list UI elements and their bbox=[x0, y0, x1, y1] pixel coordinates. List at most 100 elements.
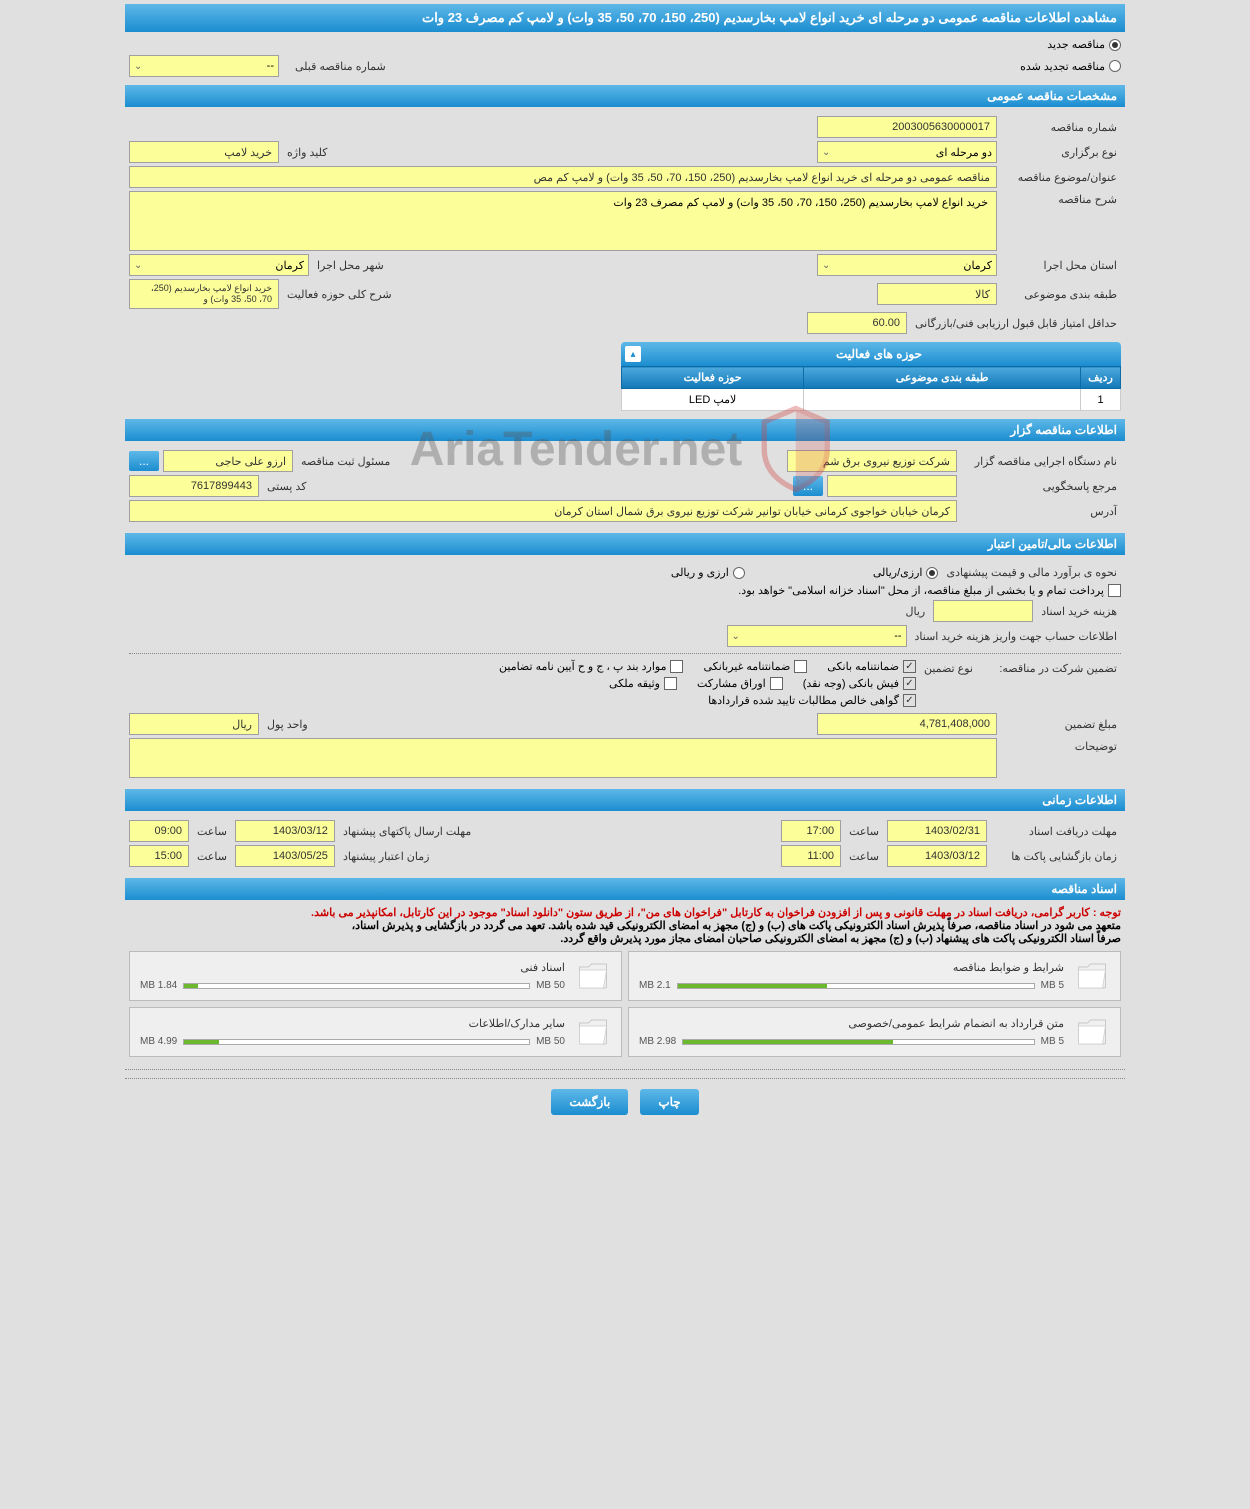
chk-participation[interactable]: اوراق مشارکت bbox=[697, 677, 783, 690]
amount-label: مبلغ تضمین bbox=[1001, 716, 1121, 733]
folder-icon bbox=[575, 1014, 611, 1050]
chk-nonbank-guarantee[interactable]: ضمانتنامه غیربانکی bbox=[703, 660, 807, 673]
postal-label: کد پستی bbox=[263, 478, 310, 495]
time-word: ساعت bbox=[845, 848, 883, 865]
scope-field: خرید انواع لامپ بخارسدیم (250، 70، 50، 3… bbox=[129, 279, 279, 309]
send-time: 09:00 bbox=[129, 820, 189, 842]
validity-time: 15:00 bbox=[129, 845, 189, 867]
doc-max: 50 MB bbox=[536, 980, 565, 991]
resp-field: ارزو علی حاجی bbox=[163, 450, 293, 472]
chevron-down-icon: ⌄ bbox=[822, 260, 830, 271]
doc-title: متن قرارداد به انضمام شرایط عمومی/خصوصی bbox=[639, 1017, 1064, 1030]
checkbox-icon bbox=[770, 677, 783, 690]
tender-no-label: شماره مناقصه bbox=[1001, 119, 1121, 136]
send-label: مهلت ارسال پاکتهای پیشنهاد bbox=[339, 823, 475, 840]
desc-field: خرید انواع لامپ بخارسدیم (250، 150، 70، … bbox=[129, 191, 997, 251]
cell-category bbox=[804, 389, 1081, 411]
radio-forex[interactable]: ارزی و ریالی bbox=[671, 566, 745, 579]
city-select[interactable]: کرمان ⌄ bbox=[129, 254, 309, 276]
prev-tender-select[interactable]: -- ⌄ bbox=[129, 55, 279, 77]
folder-icon bbox=[1074, 958, 1110, 994]
progress-row: 5 MB2.1 MB bbox=[639, 980, 1064, 991]
doc-card[interactable]: متن قرارداد به انضمام شرایط عمومی/خصوصی 5… bbox=[628, 1007, 1121, 1057]
checkbox-icon bbox=[1108, 584, 1121, 597]
category-field: کالا bbox=[877, 283, 997, 305]
account-select[interactable]: -- ⌄ bbox=[727, 625, 907, 647]
print-button[interactable]: چاپ bbox=[640, 1089, 698, 1115]
chk-bank-guarantee[interactable]: ضمانتنامه بانکی bbox=[827, 660, 916, 673]
validity-date: 1403/05/25 bbox=[235, 845, 335, 867]
col-scope: حوزه فعالیت bbox=[622, 367, 804, 389]
treasury-checkbox[interactable]: پرداخت تمام و یا بخشی از مبلغ مناقصه، از… bbox=[738, 584, 1121, 597]
exec-field: شرکت توزیع نیروی برق شم bbox=[787, 450, 957, 472]
doc-max: 5 MB bbox=[1041, 1036, 1064, 1047]
doc-grid: شرایط و ضوابط مناقصه5 MB2.1 MBاسناد فنی5… bbox=[129, 951, 1121, 1057]
radio-new-tender[interactable]: مناقصه جدید bbox=[1047, 38, 1121, 51]
cost-label: هزینه خرید اسناد bbox=[1037, 603, 1121, 620]
radio-icon bbox=[733, 567, 745, 579]
prev-tender-label: شماره مناقصه قبلی bbox=[291, 58, 390, 75]
chevron-down-icon: ⌄ bbox=[134, 61, 142, 72]
radio-icon bbox=[926, 567, 938, 579]
activity-panel-header: حوزه های فعالیت ▴ bbox=[621, 342, 1121, 366]
cell-scope: لامپ LED bbox=[622, 389, 804, 411]
section-documents: اسناد مناقصه bbox=[125, 878, 1125, 900]
type-label: نوع برگزاری bbox=[1001, 144, 1121, 161]
radio-rial[interactable]: ارزی/ریالی bbox=[873, 566, 939, 579]
progress-row: 5 MB2.98 MB bbox=[639, 1036, 1064, 1047]
back-button[interactable]: بازگشت bbox=[551, 1089, 628, 1115]
chk-cases[interactable]: موارد بند پ ، ج و ح آیین نامه تضامین bbox=[499, 660, 683, 673]
subject-label: عنوان/موضوع مناقصه bbox=[1001, 169, 1121, 186]
addr-field: کرمان خیابان خواجوی کرمانی خیابان توانیر… bbox=[129, 500, 957, 522]
min-score-field: 60.00 bbox=[807, 312, 907, 334]
open-date: 1403/03/12 bbox=[887, 845, 987, 867]
cost-field[interactable] bbox=[933, 600, 1033, 622]
checkbox-icon bbox=[670, 660, 683, 673]
folder-icon bbox=[575, 958, 611, 994]
contact-label: مرجع پاسخگویی bbox=[961, 478, 1121, 495]
checkbox-icon bbox=[903, 694, 916, 707]
checkbox-icon bbox=[794, 660, 807, 673]
resp-lookup-button[interactable]: ... bbox=[129, 451, 159, 471]
type-select[interactable]: دو مرحله ای ⌄ bbox=[817, 141, 997, 163]
tender-no-field: 2003005630000017 bbox=[817, 116, 997, 138]
doc-size: 4.99 MB bbox=[140, 1036, 177, 1047]
page-title: مشاهده اطلاعات مناقصه عمومی دو مرحله ای … bbox=[125, 4, 1125, 32]
doc-size: 2.1 MB bbox=[639, 980, 671, 991]
open-time: 11:00 bbox=[781, 845, 841, 867]
checkbox-icon bbox=[903, 660, 916, 673]
chk-property[interactable]: وثیقه ملکی bbox=[609, 677, 677, 690]
prev-tender-value: -- bbox=[267, 60, 274, 72]
doc-title: اسناد فنی bbox=[140, 961, 565, 974]
doc-info: شرایط و ضوابط مناقصه 5 MB2.1 MB bbox=[639, 961, 1064, 991]
doc-card[interactable]: اسناد فنی50 MB1.84 MB bbox=[129, 951, 622, 1001]
folder-icon bbox=[575, 1014, 611, 1050]
doc-title: شرایط و ضوابط مناقصه bbox=[639, 961, 1064, 974]
time-word: ساعت bbox=[193, 848, 231, 865]
checkbox-icon bbox=[664, 677, 677, 690]
radio-renewed-tender[interactable]: مناقصه تجدید شده bbox=[1020, 60, 1121, 73]
activity-table: ردیف طبقه بندی موضوعی حوزه فعالیت 1 لامپ… bbox=[621, 366, 1121, 411]
receive-time: 17:00 bbox=[781, 820, 841, 842]
collapse-icon[interactable]: ▴ bbox=[625, 346, 641, 362]
city-label: شهر محل اجرا bbox=[313, 257, 388, 274]
validity-label: زمان اعتبار پیشنهاد bbox=[339, 848, 434, 865]
doc-card[interactable]: شرایط و ضوابط مناقصه 5 MB2.1 MB bbox=[628, 951, 1121, 1001]
keyword-label: کلید واژه bbox=[283, 144, 331, 161]
province-select[interactable]: کرمان ⌄ bbox=[817, 254, 997, 276]
progress-bar bbox=[677, 983, 1035, 989]
notes-label: توضیحات bbox=[1001, 738, 1121, 755]
amount-field: 4,781,408,000 bbox=[817, 713, 997, 735]
notes-field[interactable] bbox=[129, 738, 997, 778]
progress-row: 50 MB 4.99 MB bbox=[140, 1036, 565, 1047]
progress-bar bbox=[183, 983, 530, 989]
receive-date: 1403/02/31 bbox=[887, 820, 987, 842]
chk-certificate[interactable]: گواهی خالص مطالبات تایید شده قراردادها bbox=[708, 694, 916, 707]
radio-new-label: مناقصه جدید bbox=[1047, 38, 1105, 51]
contact-lookup-button[interactable]: ... bbox=[793, 476, 823, 496]
chk-bank-receipt[interactable]: فیش بانکی (وجه نقد) bbox=[803, 677, 916, 690]
doc-card[interactable]: سایر مدارک/اطلاعات50 MB4.99 MB bbox=[129, 1007, 622, 1057]
desc-label: شرح مناقصه bbox=[1001, 191, 1121, 208]
section-timing: اطلاعات زمانی bbox=[125, 789, 1125, 811]
doc-max: 50 MB bbox=[536, 1036, 565, 1047]
